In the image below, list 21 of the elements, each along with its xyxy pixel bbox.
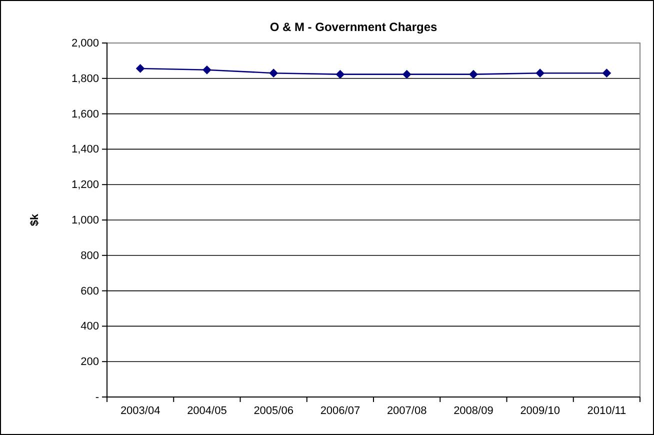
- x-tick-label: 2003/04: [120, 404, 160, 417]
- y-tick-label: 400: [80, 320, 99, 333]
- y-tick-label: 800: [80, 250, 99, 262]
- y-tick-label: 1,800: [71, 72, 99, 85]
- y-tick-label: 200: [80, 356, 99, 368]
- y-tick-label: 1,200: [71, 179, 99, 192]
- x-tick-label: 2007/08: [386, 404, 427, 417]
- y-tick-label: 2,000: [71, 38, 99, 50]
- y-tick-label: -: [95, 392, 100, 404]
- y-tick-label: 1,600: [71, 108, 99, 120]
- x-tick-label: 2004/05: [187, 404, 227, 417]
- x-tick-label: 2006/07: [320, 404, 360, 417]
- x-tick-label: 2010/11: [587, 404, 626, 417]
- y-tick-label: 1,000: [71, 214, 99, 227]
- x-tick-label: 2008/09: [454, 404, 494, 417]
- x-tick-label: 2005/06: [254, 404, 294, 417]
- y-tick-label: 600: [80, 285, 99, 298]
- y-axis-title: $k: [29, 213, 41, 226]
- x-tick-label: 2009/10: [520, 404, 560, 417]
- y-tick-label: 1,400: [71, 144, 99, 156]
- chart-title: O & M - Government Charges: [270, 20, 438, 34]
